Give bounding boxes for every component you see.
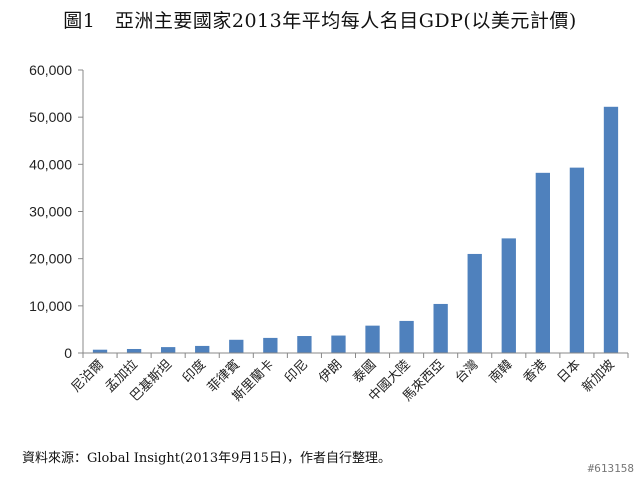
bar	[501, 238, 516, 353]
y-axis: 0 10,000 20,000 30,000 40,000 50,000 60,000	[29, 62, 84, 361]
bar	[161, 347, 176, 353]
bar	[331, 335, 346, 353]
watermark-id: #613158	[587, 462, 634, 475]
x-category-label: 日本	[555, 357, 584, 386]
bar	[467, 253, 482, 353]
bar	[297, 336, 312, 353]
y-tick-label: 20,000	[29, 251, 72, 267]
y-tick-label: 50,000	[29, 109, 72, 125]
bar	[229, 339, 244, 353]
bar	[433, 303, 448, 353]
bar	[535, 172, 550, 353]
x-category-label: 印尼	[282, 357, 311, 386]
bar	[195, 345, 210, 353]
source-note: 資料來源：Global Insight(2013年9月15日)，作者自行整理。	[22, 451, 392, 466]
bar	[603, 106, 619, 353]
y-tick-label: 60,000	[29, 62, 72, 78]
x-axis: 尼泊爾孟加拉巴基斯坦 印度菲律賓斯里蘭卡 印尼 伊朗 泰國中國大陸馬來西亞 台灣 南韓 香港日…	[69, 352, 629, 405]
x-category-label: 印度	[179, 357, 209, 387]
chart-title: 圖1 亞洲主要國家2013年平均每人名目GDP(以美元計價)	[63, 10, 577, 32]
bar	[569, 167, 585, 353]
x-category-label: 香港	[521, 357, 550, 386]
bar	[365, 325, 380, 353]
bar-chart: 0 10,000 20,000 30,000 40,000 50,000 60,000 尼泊…	[29, 62, 629, 405]
x-category-label: 台灣	[453, 357, 482, 386]
x-category-label: 尼泊爾	[69, 357, 107, 395]
x-category-label: 南韓	[486, 357, 516, 387]
bar	[399, 320, 414, 353]
bar	[92, 349, 108, 353]
y-tick-label: 10,000	[29, 298, 72, 314]
x-category-label: 伊朗	[316, 357, 345, 386]
x-category-label: 泰國	[350, 357, 379, 386]
y-tick-label: 30,000	[29, 204, 72, 220]
x-category-label: 新加坡	[579, 357, 618, 396]
y-tick-label: 0	[64, 345, 72, 361]
bar	[263, 337, 278, 353]
y-tick-label: 40,000	[29, 156, 72, 172]
bars	[92, 106, 619, 353]
bar	[126, 348, 142, 353]
